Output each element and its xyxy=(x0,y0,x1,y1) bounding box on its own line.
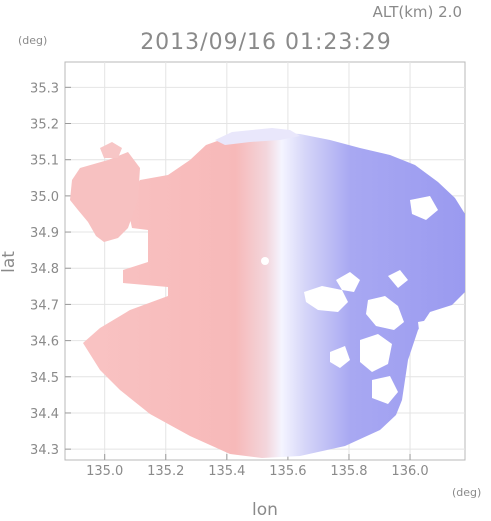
plot-timestamp: 2013/09/16 01:23:29 xyxy=(140,30,392,55)
x-axis-label: lon xyxy=(252,500,278,520)
y-tick-label: 34.9 xyxy=(30,226,59,241)
radar-echo xyxy=(70,128,465,458)
radar-site-marker xyxy=(261,257,269,265)
y-tick-label: 34.7 xyxy=(30,298,59,313)
x-tick-label: 135.2 xyxy=(147,464,184,479)
x-tick-label: 135.4 xyxy=(208,464,245,479)
y-tick-label: 35.1 xyxy=(30,154,59,169)
x-tick-label: 135.6 xyxy=(269,464,306,479)
y-tick-label: 34.5 xyxy=(30,371,59,386)
y-tick-labels: 35.3 35.2 35.1 35.0 34.9 34.8 34.7 34.6 34.5 34.4… xyxy=(30,81,59,458)
y-tick-label: 34.4 xyxy=(30,407,59,422)
y-tick-label: 35.0 xyxy=(30,190,59,205)
x-tick-label: 135.8 xyxy=(330,464,367,479)
echo-west-fragment xyxy=(70,152,140,242)
echo-gaps xyxy=(304,196,452,404)
x-tick-label: 136.0 xyxy=(391,464,428,479)
y-unit-label: (deg) xyxy=(18,34,47,47)
y-tick-label: 34.3 xyxy=(30,443,59,458)
y-tick-label: 34.8 xyxy=(30,262,59,277)
echo-main-body xyxy=(83,132,465,458)
y-tick-label: 35.2 xyxy=(30,118,59,133)
x-tick-labels: 135.0 135.2 135.4 135.6 135.8 136.0 xyxy=(86,464,429,479)
x-tick-label: 135.0 xyxy=(86,464,123,479)
x-unit-label: (deg) xyxy=(452,486,481,499)
y-tick-label: 35.3 xyxy=(30,81,59,96)
echo-north-fragment xyxy=(215,128,300,145)
echo-west-fragment-small xyxy=(100,142,122,158)
y-axis-label: lat xyxy=(0,251,19,273)
y-tick-label: 34.6 xyxy=(30,335,59,350)
altitude-label: ALT(km) 2.0 xyxy=(373,3,462,21)
